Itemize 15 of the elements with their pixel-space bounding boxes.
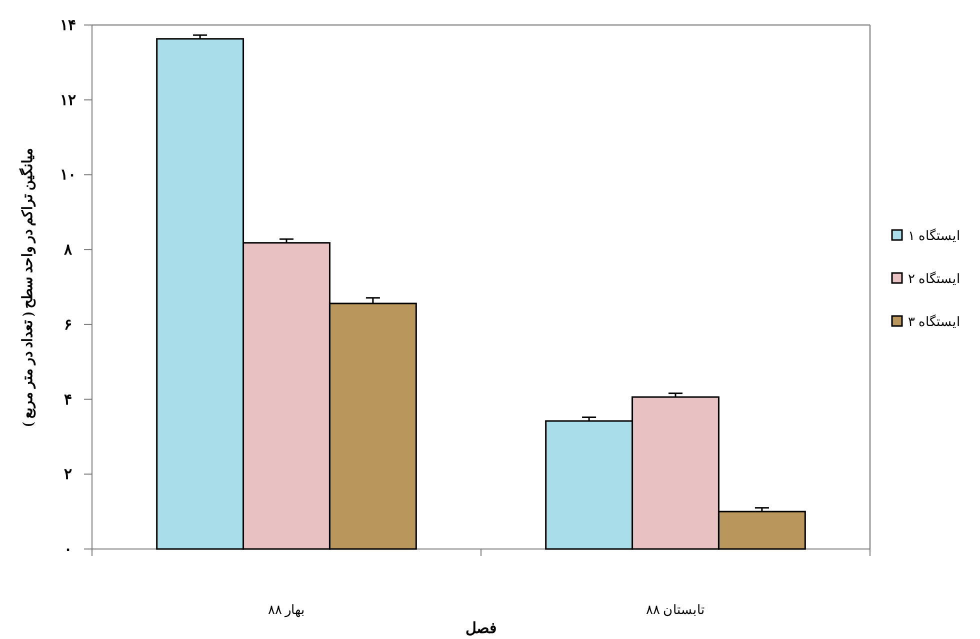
x-tick-label: تابستان ۸۸ bbox=[646, 602, 706, 617]
legend-label: ایستگاه ۱ bbox=[908, 228, 960, 243]
y-tick-label: ۴ bbox=[64, 392, 72, 408]
y-tick-label: ۸ bbox=[63, 242, 73, 259]
y-tick-label: ۱۲ bbox=[60, 92, 76, 109]
y-tick-label: ۰ bbox=[64, 542, 72, 558]
y-tick-label: ۱۰ bbox=[60, 168, 76, 184]
legend-label: ایستگاه ۳ bbox=[908, 314, 960, 329]
x-axis-title: فصل bbox=[466, 621, 496, 637]
x-tick-label: بهار ۸۸ bbox=[268, 602, 306, 618]
y-tick-label: ۱۴ bbox=[60, 18, 76, 34]
y-axis-title: میانگین تراکم در واحد سطح ( تعداد در متر مربع ) bbox=[19, 147, 36, 427]
y-tick-label: ۶ bbox=[64, 317, 72, 334]
legend-label: ایستگاه ۲ bbox=[908, 271, 960, 286]
y-tick-label: ۲ bbox=[64, 467, 72, 484]
